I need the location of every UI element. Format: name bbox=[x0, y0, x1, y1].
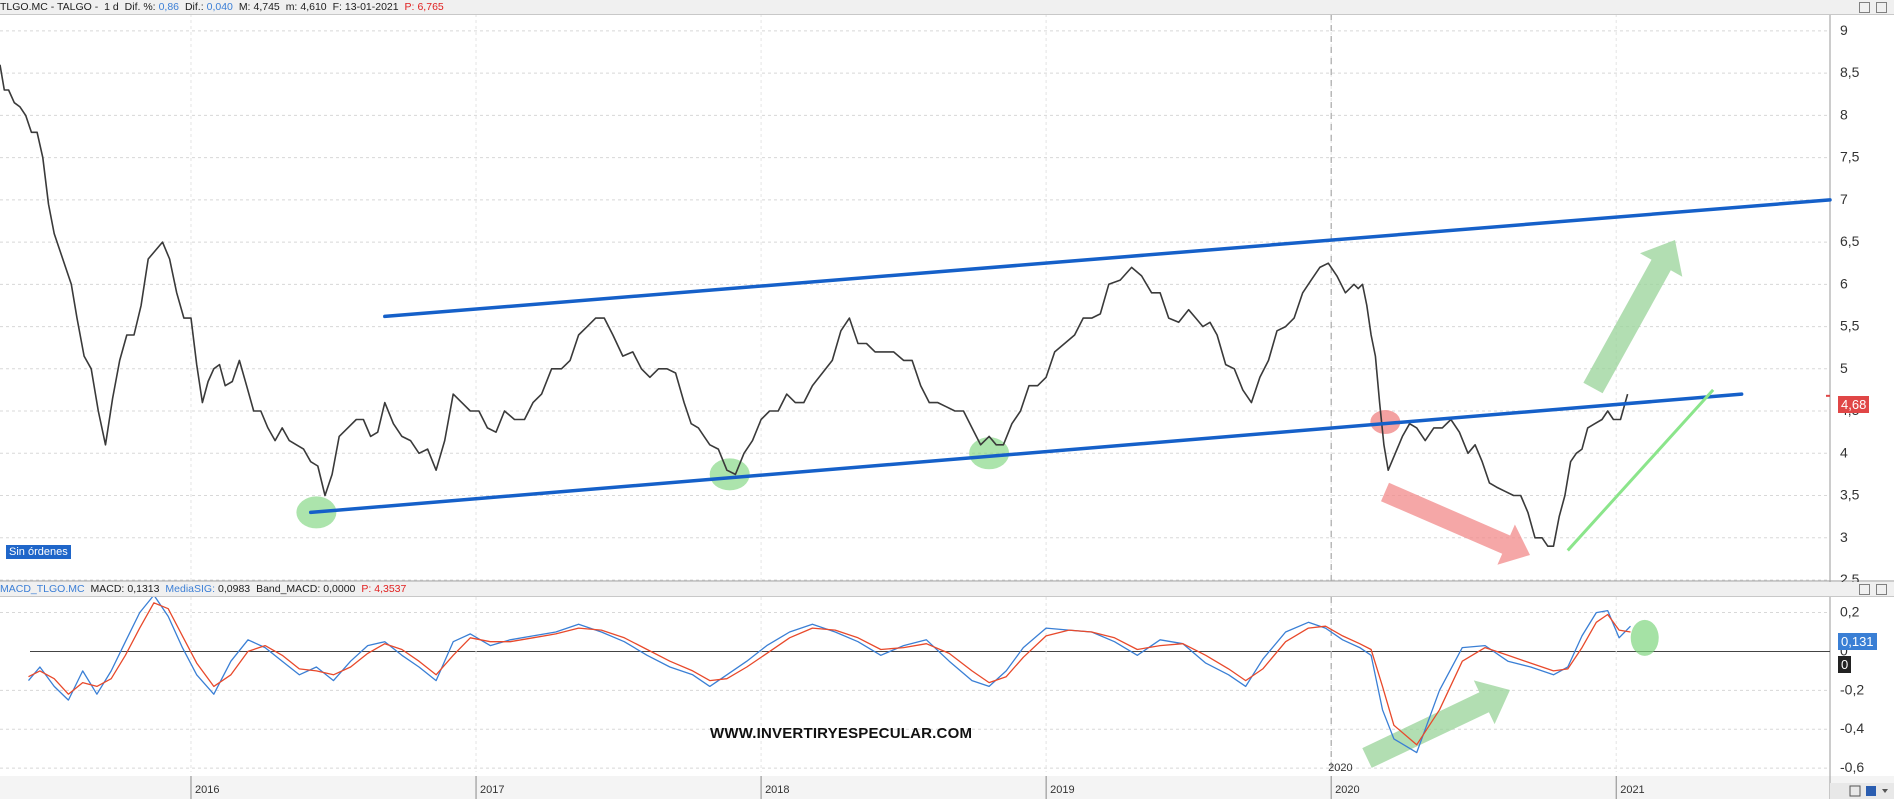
x-tick-0: 2016 bbox=[195, 784, 219, 796]
macd-y-tick-2: -0,2 bbox=[1840, 681, 1864, 697]
support-highlight-1 bbox=[709, 458, 750, 491]
max-label: M: bbox=[238, 1, 251, 13]
price-y-tick-12: 8,5 bbox=[1840, 64, 1860, 80]
band-value: 0,0000 bbox=[323, 583, 356, 595]
price-value: 6,765 bbox=[417, 1, 444, 13]
date-label: F: bbox=[332, 1, 342, 13]
band-label: Band_MACD: bbox=[256, 583, 321, 595]
maximize-icon[interactable] bbox=[1876, 1, 1887, 13]
price-y-tick-9: 7 bbox=[1840, 191, 1848, 207]
macd-price-value: 4,3537 bbox=[374, 583, 407, 595]
macd-label: MACD: bbox=[90, 583, 125, 595]
price-window-controls[interactable] bbox=[1856, 1, 1890, 15]
price-y-tick-13: 9 bbox=[1840, 22, 1848, 38]
macd-highlight bbox=[1630, 619, 1659, 656]
dif-value: 0,040 bbox=[206, 1, 233, 13]
price-y-tick-5: 5 bbox=[1840, 360, 1848, 376]
macd-y-tick-4: 0,2 bbox=[1840, 604, 1860, 620]
channel-resistance-line bbox=[383, 198, 1832, 319]
price-y-tick-1: 3 bbox=[1840, 529, 1848, 545]
macd-name: MACD_TLGO.MC bbox=[0, 583, 85, 595]
price-y-tick-2: 3,5 bbox=[1840, 487, 1860, 503]
x-tick-3: 2019 bbox=[1050, 784, 1074, 796]
channel-support-line bbox=[308, 392, 1744, 515]
dropdown-icon[interactable] bbox=[1882, 789, 1888, 793]
price-y-tick-8: 6,5 bbox=[1840, 233, 1860, 249]
x-tick-2: 2018 bbox=[765, 784, 789, 796]
macd-window-controls[interactable] bbox=[1856, 583, 1890, 597]
macd-series bbox=[28, 594, 1631, 754]
price-label: P: bbox=[404, 1, 415, 13]
maximize-icon[interactable] bbox=[1876, 583, 1887, 595]
toolbar-icons[interactable] bbox=[1830, 783, 1894, 799]
date-axis-bar bbox=[0, 776, 1894, 799]
dif-pct-label: Dif. %: bbox=[124, 1, 156, 13]
min-label: m: bbox=[285, 1, 298, 13]
date-value: 13-01-2021 bbox=[344, 1, 399, 13]
price-y-tick-3: 4 bbox=[1840, 444, 1848, 460]
support-highlight-2 bbox=[969, 437, 1010, 470]
x-tick-4: 2020 bbox=[1335, 784, 1359, 796]
watermark-text: WWW.INVERTIRYESPECULAR.COM bbox=[710, 725, 973, 742]
minimize-icon[interactable] bbox=[1859, 1, 1870, 13]
last-price-badge: 4,68 bbox=[1838, 396, 1870, 413]
macd-divergence-arrow bbox=[1362, 680, 1510, 768]
minimize-icon[interactable] bbox=[1859, 583, 1870, 595]
sort-icon[interactable] bbox=[1849, 785, 1861, 797]
dif-label: Dif.: bbox=[184, 1, 204, 13]
price-y-tick-6: 5,5 bbox=[1840, 318, 1860, 334]
up-arrow bbox=[1583, 240, 1683, 394]
down-arrow bbox=[1381, 482, 1530, 565]
price-y-tick-7: 6 bbox=[1840, 275, 1848, 291]
x-tick-5: 2021 bbox=[1620, 784, 1644, 796]
macd-value: 0,1313 bbox=[127, 583, 160, 595]
macd-y-tick-0: -0,6 bbox=[1840, 759, 1864, 775]
save-icon[interactable] bbox=[1866, 786, 1876, 796]
price-y-tick-11: 8 bbox=[1840, 106, 1848, 122]
price-series bbox=[0, 64, 1629, 547]
macd-value-badge: 0,131 bbox=[1838, 633, 1877, 650]
macd-panel bbox=[0, 597, 1894, 772]
signal-series bbox=[28, 602, 1631, 746]
price-panel bbox=[0, 14, 1894, 580]
dif-pct-value: 0,86 bbox=[158, 1, 180, 13]
min-value: 4,610 bbox=[300, 1, 327, 13]
sig-value: 0,0983 bbox=[218, 583, 251, 595]
x-tick-1: 2017 bbox=[480, 784, 504, 796]
period-label: 1 d bbox=[104, 1, 119, 13]
macd-y-tick-1: -0,4 bbox=[1840, 720, 1864, 736]
macd-chart-header: MACD_TLGO.MC MACD: 0,1313 MediaSIG: 0,0983… bbox=[0, 582, 1894, 597]
zero-badge: 0 bbox=[1838, 656, 1852, 673]
sig-label: MediaSIG: bbox=[165, 583, 216, 595]
mid-year-label: 2020 bbox=[1328, 762, 1352, 774]
recovery-trend-line bbox=[1566, 388, 1715, 552]
macd-y-tick-3: 0 bbox=[1840, 642, 1848, 658]
symbol-label: TLGO.MC - TALGO - bbox=[0, 1, 99, 13]
max-value: 4,745 bbox=[253, 1, 280, 13]
price-chart-header: TLGO.MC - TALGO - 1 d Dif. %: 0,86 Dif.: 0… bbox=[0, 0, 1894, 15]
macd-price-label: P: bbox=[361, 583, 372, 595]
price-y-tick-10: 7,5 bbox=[1840, 149, 1860, 165]
orders-badge[interactable]: Sin órdenes bbox=[6, 545, 71, 559]
